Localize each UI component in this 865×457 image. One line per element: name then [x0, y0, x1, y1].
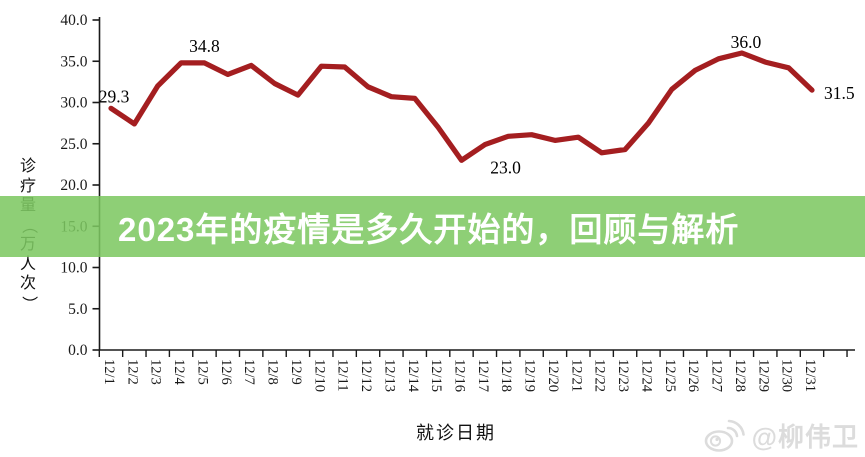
x-tick-label: 12/10	[311, 359, 327, 392]
y-tick-label: 10.0	[60, 260, 87, 277]
x-tick-label: 12/12	[358, 359, 374, 392]
y-axis-title-char: 次	[19, 275, 36, 292]
x-tick-label: 12/16	[452, 359, 468, 392]
x-tick-label: 12/27	[709, 359, 725, 392]
x-tick-label: 12/28	[732, 359, 748, 392]
point-label: 31.5	[824, 83, 855, 103]
x-tick-label: 12/23	[615, 359, 631, 392]
x-tick-label: 12/11	[335, 359, 351, 392]
watermark-handle: @柳伟卫	[751, 421, 859, 452]
x-tick-label: 12/31	[802, 359, 818, 392]
x-tick-label: 12/3	[148, 359, 164, 385]
y-axis-title-char: 疗	[19, 177, 36, 195]
x-tick-label: 12/6	[218, 359, 234, 385]
y-axis-title-char: 人	[19, 255, 36, 273]
y-tick-label: 40.0	[60, 12, 87, 29]
x-tick-label: 12/9	[288, 359, 304, 385]
y-tick-label: 25.0	[60, 136, 87, 153]
x-tick-label: 12/30	[779, 359, 795, 392]
x-tick-label: 12/4	[171, 359, 187, 386]
x-tick-label: 12/13	[381, 359, 397, 392]
y-tick-label: 0.0	[68, 342, 88, 359]
x-tick-label: 12/7	[241, 359, 257, 385]
weibo-icon	[704, 419, 745, 452]
point-label: 29.3	[99, 86, 130, 106]
x-tick-label: 12/21	[568, 359, 584, 392]
y-axis-title-char: 诊	[19, 158, 36, 175]
x-tick-label: 12/19	[522, 359, 538, 392]
x-tick-label: 12/26	[685, 359, 701, 392]
x-tick-label: 12/22	[592, 359, 608, 392]
x-tick-label: 12/29	[755, 359, 771, 392]
y-tick-label: 20.0	[60, 177, 87, 194]
watermark: @柳伟卫	[700, 416, 859, 454]
x-tick-label: 12/25	[662, 359, 678, 392]
x-tick-label: 12/8	[265, 359, 281, 385]
point-label: 23.0	[490, 157, 521, 177]
y-tick-label: 35.0	[60, 53, 87, 70]
x-tick-label: 12/1	[101, 359, 117, 385]
x-tick-label: 12/2	[124, 359, 140, 385]
y-axis-title-char: ）	[19, 295, 37, 312]
x-tick-label: 12/18	[498, 359, 514, 392]
series-line	[108, 50, 815, 163]
x-tick-label: 12/14	[405, 359, 421, 393]
headline-text: 2023年的疫情是多久开始的，回顾与解析	[118, 210, 740, 248]
y-tick-label: 5.0	[68, 301, 88, 318]
x-axis-title: 就诊日期	[416, 423, 496, 443]
x-tick-label: 12/5	[194, 359, 210, 385]
point-label: 36.0	[731, 32, 762, 52]
point-label: 34.8	[189, 36, 220, 56]
x-tick-label: 12/15	[428, 359, 444, 392]
x-tick-label: 12/17	[475, 359, 491, 392]
x-tick-label: 12/20	[545, 359, 561, 392]
headline-banner: 2023年的疫情是多久开始的，回顾与解析	[0, 196, 865, 257]
x-tick-label: 12/24	[638, 359, 654, 393]
y-tick-label: 30.0	[60, 95, 87, 112]
